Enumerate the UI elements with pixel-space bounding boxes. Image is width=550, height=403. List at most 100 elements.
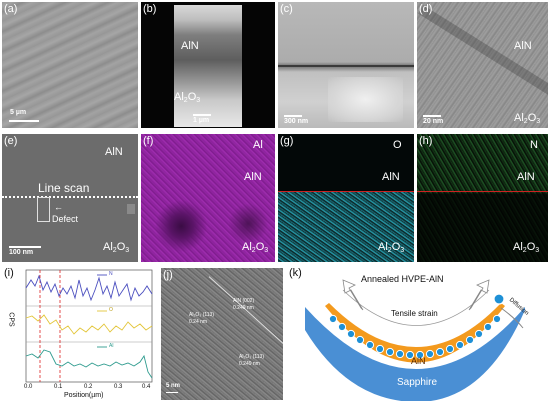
panel-k-arch-outline xyxy=(342,289,490,326)
atom xyxy=(465,335,475,345)
panel-k-atoms xyxy=(328,314,502,360)
panel-k-left-arrow xyxy=(342,279,364,311)
atom xyxy=(395,349,405,359)
panel-b-scale-bar xyxy=(193,114,211,116)
panel-k-diffusion-arrow xyxy=(500,307,524,329)
panel-k-label: (k) xyxy=(289,267,302,279)
atom xyxy=(346,329,356,339)
panel-d-scale-bar xyxy=(423,115,441,117)
panel-b-tem: (b) AlN Al2O3 1 µm xyxy=(141,2,275,128)
panel-i-tick-0: 0.0 xyxy=(24,384,33,390)
panel-k-sapphire-text: Sapphire xyxy=(397,377,438,388)
panel-k-right-arrow xyxy=(468,279,490,311)
panel-i-tick-2: 0.2 xyxy=(84,384,93,390)
panel-e-defect-mark xyxy=(127,204,135,214)
panel-c-interface xyxy=(278,65,414,67)
panel-c-tem: (c) 300 nm xyxy=(278,2,414,128)
panel-e-defect-text: Defect xyxy=(52,214,79,224)
panel-f-label: (f) xyxy=(143,135,154,147)
panel-d-interface xyxy=(418,5,548,109)
panel-a-scale-bar xyxy=(9,120,39,122)
panel-g-aln-text: AlN xyxy=(382,171,400,183)
atom xyxy=(365,340,375,350)
panel-e-scale-text: 100 nm xyxy=(9,249,34,256)
panel-c-scale-bar xyxy=(284,115,302,117)
panel-d-label: (d) xyxy=(419,3,433,15)
atom xyxy=(445,344,455,354)
atom xyxy=(415,350,425,360)
panel-i-legend-al: Al xyxy=(109,343,114,349)
panel-e-scale-bar xyxy=(9,246,41,248)
panel-j-label: (j) xyxy=(163,269,173,281)
panel-c-scale-text: 300 nm xyxy=(284,118,309,125)
atom xyxy=(425,349,435,359)
panel-d-aln-text: AlN xyxy=(514,40,532,52)
panel-h-linescan-line xyxy=(417,191,548,192)
panel-j-ann1b: 0.249 nm xyxy=(233,305,254,311)
panel-g-label: (g) xyxy=(280,135,294,147)
atom xyxy=(492,314,502,324)
panel-g-linescan-line xyxy=(278,191,414,192)
panel-h-element-text: N xyxy=(530,139,538,151)
panel-a-scale-text: 5 µm xyxy=(10,109,27,116)
panel-j-ann3a: Al₂O₃ (113) xyxy=(239,354,265,360)
panel-g-edx-o: (g) O AlN Al2O3 xyxy=(278,134,414,262)
panel-i-tick-4: 0.4 xyxy=(142,384,151,390)
panel-d-al2o3-text: Al2O3 xyxy=(514,112,541,125)
panel-i-label: (i) xyxy=(4,267,14,279)
panel-h-aln-text: AlN xyxy=(517,171,535,183)
atom xyxy=(337,322,347,332)
atom xyxy=(375,344,385,354)
panel-j-scale-text: 5 nm xyxy=(166,383,181,389)
panel-i-o-line xyxy=(25,314,153,335)
panel-e-haadf: (e) AlN Line scan ← Defect Al2O3 100 nm xyxy=(2,134,138,262)
panel-i-linescan-plot: (i) CPS N O Al 0.0 0.1 0.2 0.3 0.4 Posit… xyxy=(2,266,157,401)
panel-d-scale-text: 20 nm xyxy=(423,118,444,125)
panel-a-label: (a) xyxy=(4,3,18,15)
panel-e-label: (e) xyxy=(4,135,18,147)
panel-i-tick-1: 0.1 xyxy=(54,384,63,390)
atom xyxy=(455,340,465,350)
panel-f-aln-text: AlN xyxy=(244,171,262,183)
panel-i-legend-n: N xyxy=(109,271,113,277)
atom xyxy=(328,314,338,324)
panel-k-aln-text: AlN xyxy=(411,356,426,366)
panel-k-svg xyxy=(305,279,525,401)
panel-i-n-line xyxy=(25,274,153,302)
panel-h-label: (h) xyxy=(419,135,433,147)
panel-f-element-text: Al xyxy=(253,139,263,151)
atom xyxy=(474,329,484,339)
panel-e-aln-text: AlN xyxy=(105,146,123,158)
panel-c-label: (c) xyxy=(280,3,293,15)
panel-e-defect-arrow: ← xyxy=(54,202,63,212)
panel-b-label: (b) xyxy=(143,3,157,15)
panel-g-o-signal xyxy=(278,192,414,262)
panel-j-ann1a: AlN (002) xyxy=(233,298,255,304)
panel-k-schematic: (k) Annealed HVPE-AlN Tensile strain Dif… xyxy=(287,266,548,401)
panel-j-hrtem: (j) AlN (002) 0.249 nm Al₂O₃ (113) 0.24 … xyxy=(161,268,283,400)
panel-b-lamella xyxy=(174,5,242,127)
panel-e-al2o3-text: Al2O3 xyxy=(103,241,130,254)
panel-e-linescan-text: Line scan xyxy=(38,181,90,195)
panel-h-edx-n: (h) N AlN Al2O3 xyxy=(417,134,548,262)
panel-k-diffusion-atom xyxy=(493,293,505,305)
panel-j-ann2b: 0.24 nm xyxy=(189,319,208,325)
panel-g-al2o3-text: Al2O3 xyxy=(378,241,405,254)
panel-d-hrtem: (d) AlN Al2O3 20 nm xyxy=(417,2,548,128)
panel-b-scale-text: 1 µm xyxy=(193,117,210,124)
panel-f-edx-al: (f) Al AlN Al2O3 xyxy=(141,134,275,262)
panel-a-sem: (a) 5 µm xyxy=(2,2,138,128)
atom xyxy=(405,350,415,360)
atom xyxy=(435,347,445,357)
panel-c-bright-region xyxy=(328,77,403,122)
panel-k-title: Annealed HVPE-AlN xyxy=(361,274,444,284)
panel-j-ann2a: Al₂O₃ (113) xyxy=(189,312,215,318)
panel-f-al2o3-text: Al2O3 xyxy=(242,241,269,254)
panel-i-tick-3: 0.3 xyxy=(114,384,123,390)
panel-k-tensile-text: Tensile strain xyxy=(391,309,438,318)
panel-b-aln-text: AlN xyxy=(181,40,199,52)
atom xyxy=(483,322,493,332)
panel-i-al-line xyxy=(25,349,153,379)
panel-g-element-text: O xyxy=(393,139,402,151)
atom xyxy=(385,347,395,357)
